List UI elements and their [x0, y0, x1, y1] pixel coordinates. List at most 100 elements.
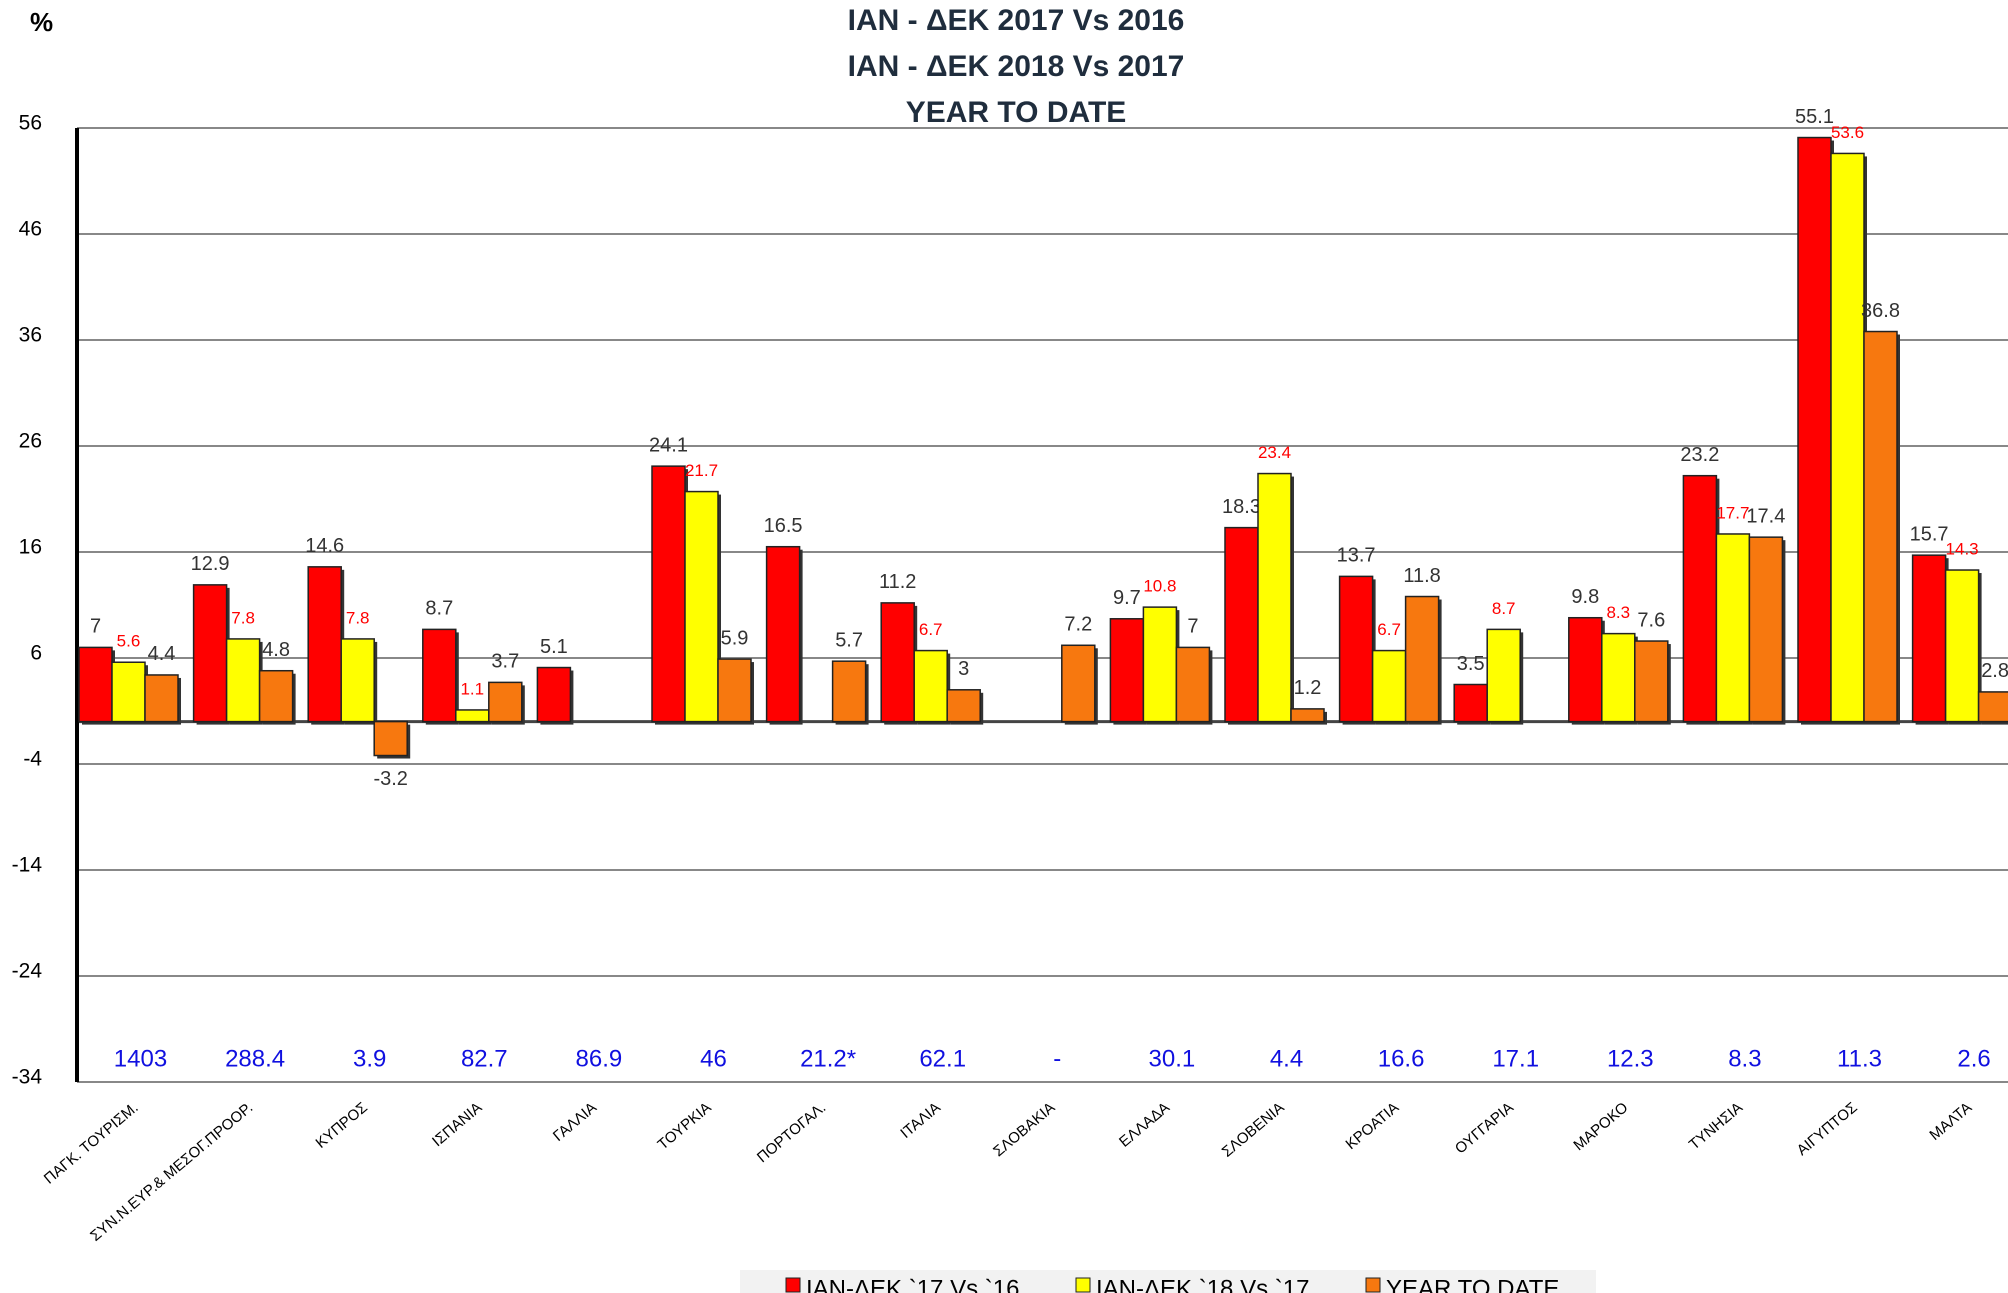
bar [1371, 649, 1407, 723]
bottom-label: 11.3 [1837, 1045, 1882, 1072]
data-label: 8.7 [1492, 599, 1516, 618]
bottom-label: 46 [700, 1045, 727, 1072]
bottom-label: 288.4 [225, 1045, 285, 1072]
bar [717, 658, 752, 723]
data-label: 23.2 [1680, 444, 1719, 466]
bar [1977, 691, 2008, 723]
legend-label: YEAR TO DATE [1386, 1275, 1559, 1293]
bottom-label: 1403 [114, 1045, 167, 1072]
bar [307, 566, 342, 723]
legend-box [740, 1270, 1596, 1293]
x-tick-label: ΠΑΓΚ. ΤΟΥΡΙΣΜ. [41, 1099, 142, 1187]
data-label: 23.4 [1258, 443, 1291, 462]
data-label: -3.2 [373, 768, 407, 790]
bar [225, 638, 261, 723]
bottom-label: - [1053, 1045, 1061, 1072]
bar [684, 490, 719, 723]
bar [913, 649, 948, 723]
bar [1109, 618, 1145, 723]
data-label: 2.8 [1981, 660, 2008, 682]
data-label: 11.2 [879, 571, 916, 593]
y-tick-label: -24 [12, 960, 43, 983]
bar [651, 465, 686, 723]
x-tick-label: ΓΑΛΛΙΑ [550, 1099, 600, 1145]
bar [1682, 474, 1718, 723]
data-label: 4.8 [262, 639, 290, 661]
data-label: 6.7 [919, 620, 943, 639]
x-tick-label: ΤΥΝΗΣΙΑ [1686, 1099, 1746, 1153]
x-tick-label: ΙΤΑΛΙΑ [897, 1099, 943, 1142]
x-tick-label: ΤΟΥΡΚΙΑ [654, 1099, 714, 1153]
data-label: 13.7 [1337, 545, 1376, 567]
data-label: 7 [90, 616, 101, 638]
chart-title: YEAR TO DATE [906, 96, 1127, 129]
data-label: 9.7 [1113, 587, 1141, 609]
data-label: 16.5 [764, 515, 803, 537]
bottom-label: 21.2* [800, 1045, 856, 1072]
bar [192, 584, 228, 723]
data-label: 5.9 [721, 627, 749, 649]
bottom-label: 86.9 [576, 1045, 623, 1072]
bar [1830, 152, 1865, 723]
bar [831, 660, 867, 723]
bar [422, 628, 457, 723]
x-tick-label: ΙΣΠΑΝΙΑ [429, 1099, 485, 1150]
data-label: 17.4 [1746, 505, 1785, 527]
data-label: 3.5 [1457, 653, 1485, 675]
data-label: 14.3 [1946, 540, 1979, 559]
bar [946, 689, 981, 723]
bottom-label: 3.9 [353, 1045, 386, 1072]
y-tick-label: 36 [19, 324, 42, 347]
bar [1175, 646, 1211, 723]
y-tick-label: 26 [19, 430, 42, 453]
x-tick-label: ΕΛΛΑΔΑ [1116, 1099, 1173, 1151]
y-tick-label: 46 [19, 218, 42, 241]
x-tick-label: ΣΛΟΒΕΝΙΑ [1219, 1099, 1288, 1161]
bar [1061, 644, 1096, 723]
data-label: 9.8 [1571, 586, 1599, 608]
data-label: 36.8 [1861, 300, 1900, 322]
data-label: 55.1 [1795, 106, 1834, 128]
x-tick-label: ΚΥΠΡΟΣ [313, 1099, 371, 1152]
data-label: 8.7 [425, 598, 453, 620]
bottom-label: 17.1 [1492, 1045, 1539, 1072]
data-label: 5.6 [117, 632, 141, 651]
x-tick-label: ΟΥΓΓΑΡΙΑ [1452, 1099, 1517, 1157]
y-axis-label: % [30, 7, 53, 37]
data-label: 3.7 [491, 651, 519, 673]
bottom-label: 82.7 [461, 1045, 508, 1072]
bar [1404, 595, 1440, 723]
legend-swatch [785, 1277, 801, 1293]
bar [258, 669, 294, 723]
data-label: 1.2 [1294, 677, 1322, 699]
y-tick-label: -14 [12, 854, 43, 877]
bar [1748, 536, 1784, 723]
bar [1453, 683, 1488, 723]
bottom-label: 4.4 [1270, 1045, 1303, 1072]
bar [1486, 628, 1521, 723]
data-label: 5.1 [540, 636, 568, 658]
bar [1290, 708, 1325, 723]
bottom-label: 8.3 [1728, 1045, 1761, 1072]
data-label: 8.3 [1606, 603, 1630, 622]
data-label: 6.7 [1377, 620, 1401, 639]
bar [1863, 330, 1898, 723]
legend-swatch [1075, 1277, 1091, 1293]
data-label: 7.8 [346, 608, 370, 627]
bar [1568, 616, 1603, 723]
bar [765, 545, 801, 723]
y-tick-label: 56 [19, 112, 42, 135]
data-label: 11.8 [1403, 565, 1440, 587]
data-label: 21.7 [685, 461, 718, 480]
legend-label: IAN-ΔΕΚ `18 Vs `17 [1096, 1275, 1309, 1293]
bar [1142, 606, 1178, 723]
bar [1797, 136, 1832, 723]
data-label: 7 [1187, 616, 1198, 638]
y-tick-label: -4 [23, 748, 42, 771]
x-tick-label: ΜΑΡΟΚΟ [1570, 1099, 1631, 1154]
data-label: 53.6 [1831, 123, 1864, 142]
y-tick-label: 6 [30, 642, 42, 665]
data-label: 14.6 [305, 535, 344, 557]
bar [1715, 533, 1751, 723]
